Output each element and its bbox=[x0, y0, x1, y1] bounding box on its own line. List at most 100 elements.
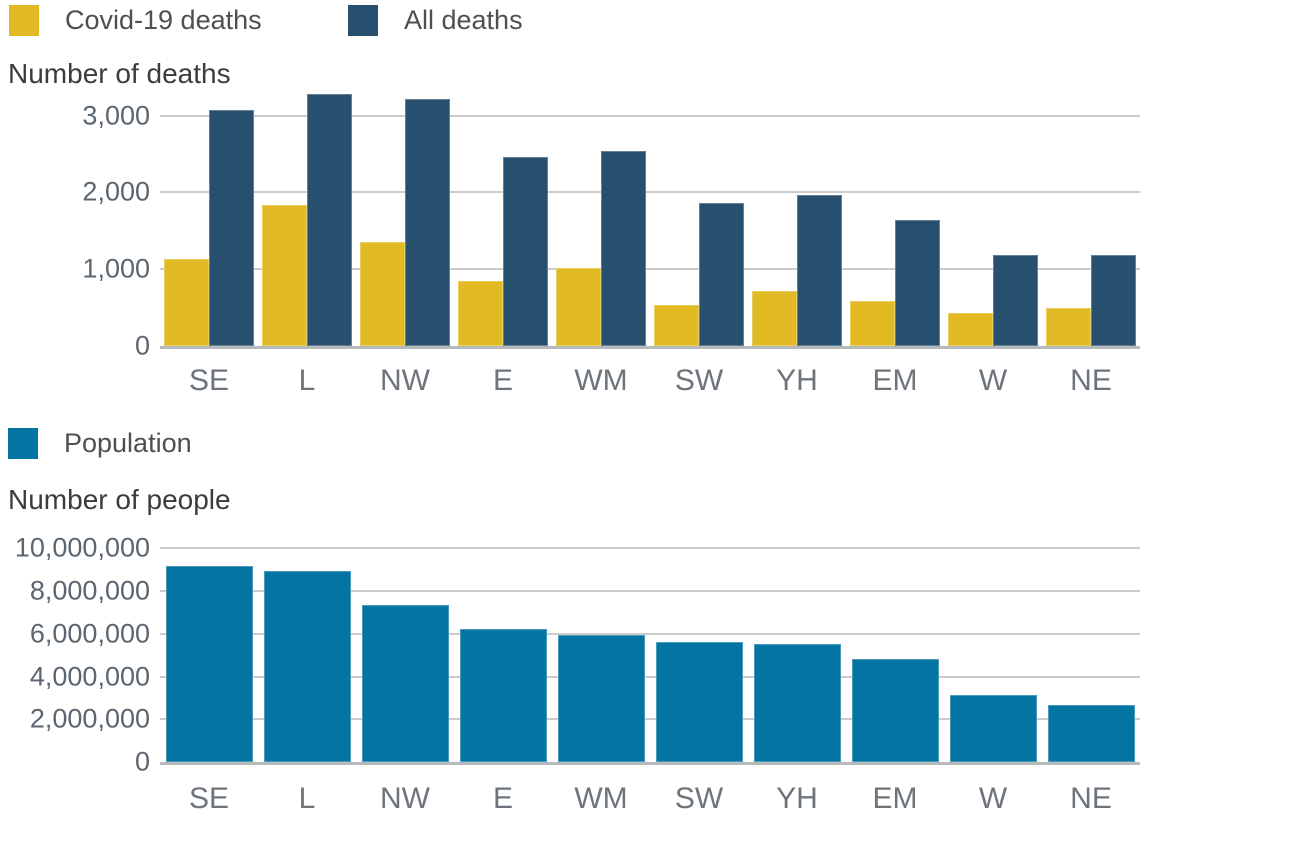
x-label-se: SE bbox=[188, 364, 230, 397]
bar-group-e bbox=[454, 90, 552, 346]
x-label-nw: NW bbox=[380, 782, 430, 815]
bar-group-yh bbox=[748, 90, 846, 346]
x-label-ne: NE bbox=[1070, 782, 1112, 815]
bar-group-l bbox=[258, 540, 356, 762]
x-label-se: SE bbox=[188, 782, 230, 815]
deaths-chart-title: Number of deaths bbox=[8, 58, 231, 89]
bar-group-e bbox=[454, 540, 552, 762]
bar-all-deaths-wm bbox=[601, 150, 646, 346]
bar-population-e bbox=[459, 628, 547, 762]
y-tick-label-0: 0 bbox=[134, 746, 150, 777]
gridline-8000000 bbox=[160, 590, 1140, 593]
all-deaths-legend-label: All deaths bbox=[404, 5, 523, 35]
bar-all-deaths-e bbox=[503, 157, 548, 346]
bar-covid-19-deaths-em bbox=[850, 301, 895, 346]
x-label-sw: SW bbox=[674, 364, 724, 397]
bar-covid-19-deaths-nw bbox=[360, 241, 405, 346]
bar-group-ne bbox=[1042, 90, 1140, 346]
legend-item-covid-deaths: Covid-19 deaths bbox=[9, 3, 262, 37]
y-tick-label-0: 0 bbox=[134, 330, 150, 361]
bar-group-em bbox=[846, 540, 944, 762]
bar-covid-19-deaths-yh bbox=[752, 291, 797, 346]
gridline-3000 bbox=[160, 114, 1140, 117]
bar-covid-19-deaths-w bbox=[948, 312, 993, 346]
deaths-chart-section: Covid-19 deaths All deaths Number of dea… bbox=[0, 0, 1306, 420]
bar-population-wm bbox=[557, 634, 645, 762]
population-swatch-icon bbox=[8, 427, 38, 459]
bar-group-wm bbox=[552, 540, 650, 762]
bar-group-sw bbox=[650, 540, 748, 762]
bar-covid-19-deaths-l bbox=[262, 205, 307, 346]
bar-group-em bbox=[846, 90, 944, 346]
gridline-10000000 bbox=[160, 547, 1140, 550]
bar-covid-19-deaths-wm bbox=[556, 267, 601, 346]
population-y-axis: 0 2,000,000 4,000,000 6,000,000 8,000,000 10,… bbox=[0, 534, 150, 775]
y-tick-label-1000: 1,000 bbox=[82, 253, 150, 284]
gridline-4000000 bbox=[160, 675, 1140, 678]
x-label-yh: YH bbox=[776, 782, 818, 815]
bar-covid-19-deaths-se bbox=[164, 259, 209, 346]
bar-group-yh bbox=[748, 540, 846, 762]
bar-group-ne bbox=[1042, 540, 1140, 762]
bar-group-se bbox=[160, 540, 258, 762]
deaths-x-axis: SE L NW E WM SW YH EM W NE bbox=[160, 364, 1140, 398]
population-chart-section: Population Number of people 0 2,000,000 4,… bbox=[0, 420, 1306, 841]
bar-all-deaths-sw bbox=[699, 203, 744, 346]
bar-all-deaths-nw bbox=[405, 99, 450, 346]
legend-item-all-deaths: All deaths bbox=[348, 3, 523, 37]
bar-population-l bbox=[263, 570, 351, 762]
x-label-w: W bbox=[978, 364, 1008, 397]
all-deaths-swatch-icon bbox=[348, 4, 378, 36]
bar-group-nw bbox=[356, 540, 454, 762]
bar-group-w bbox=[944, 90, 1042, 346]
deaths-y-axis: 0 1,000 2,000 3,000 bbox=[0, 90, 150, 359]
bar-population-em bbox=[851, 658, 939, 762]
bar-group-nw bbox=[356, 90, 454, 346]
bar-covid-19-deaths-ne bbox=[1046, 307, 1091, 346]
x-label-l: L bbox=[298, 364, 316, 397]
x-label-wm: WM bbox=[574, 782, 628, 815]
y-tick-label-6000000: 6,000,000 bbox=[29, 618, 150, 649]
bar-population-ne bbox=[1047, 704, 1135, 762]
y-tick-label-10000000: 10,000,000 bbox=[14, 532, 150, 563]
gridline-2000 bbox=[160, 191, 1140, 194]
legend-item-population: Population bbox=[8, 426, 192, 460]
bar-population-se bbox=[165, 565, 253, 762]
x-label-yh: YH bbox=[776, 364, 818, 397]
deaths-plot-area bbox=[160, 90, 1140, 349]
bar-group-sw bbox=[650, 90, 748, 346]
x-label-l: L bbox=[298, 782, 316, 815]
bar-population-yh bbox=[753, 644, 841, 762]
gridline-2000000 bbox=[160, 718, 1140, 721]
bar-covid-19-deaths-sw bbox=[654, 305, 699, 346]
population-bar-groups bbox=[160, 540, 1140, 762]
bar-group-l bbox=[258, 90, 356, 346]
x-label-ne: NE bbox=[1070, 364, 1112, 397]
bar-covid-19-deaths-e bbox=[458, 280, 503, 346]
covid-deaths-swatch-icon bbox=[9, 4, 39, 36]
x-label-nw: NW bbox=[380, 364, 430, 397]
population-x-axis: SE L NW E WM SW YH EM W NE bbox=[160, 782, 1140, 816]
x-label-em: EM bbox=[872, 364, 918, 397]
y-tick-label-4000000: 4,000,000 bbox=[29, 661, 150, 692]
y-tick-label-3000: 3,000 bbox=[82, 100, 150, 131]
population-chart-title: Number of people bbox=[8, 484, 231, 515]
bar-population-nw bbox=[361, 605, 449, 762]
gridline-1000 bbox=[160, 268, 1140, 271]
y-tick-label-2000: 2,000 bbox=[82, 176, 150, 207]
bar-all-deaths-em bbox=[895, 220, 940, 346]
bar-all-deaths-w bbox=[993, 254, 1038, 346]
bar-group-wm bbox=[552, 90, 650, 346]
y-tick-label-8000000: 8,000,000 bbox=[29, 575, 150, 606]
bar-all-deaths-l bbox=[307, 94, 352, 346]
bar-population-sw bbox=[655, 641, 743, 762]
x-label-w: W bbox=[978, 782, 1008, 815]
bar-all-deaths-ne bbox=[1091, 255, 1136, 346]
bar-group-se bbox=[160, 90, 258, 346]
x-label-e: E bbox=[492, 364, 513, 397]
bar-group-w bbox=[944, 540, 1042, 762]
x-label-wm: WM bbox=[574, 364, 628, 397]
x-label-e: E bbox=[492, 782, 513, 815]
population-legend-label: Population bbox=[64, 428, 192, 458]
